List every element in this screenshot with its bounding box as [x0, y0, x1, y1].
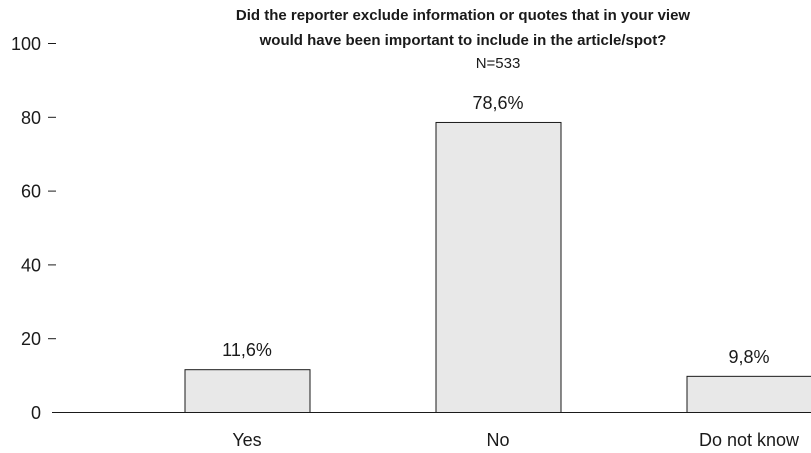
y-axis: 0 20 40 60 80 100	[11, 34, 56, 423]
y-tick-label: 20	[21, 329, 41, 349]
value-label-do-not-know: 9,8%	[728, 347, 769, 367]
x-category-label-do-not-know: Do not know	[699, 430, 800, 450]
y-tick-label: 60	[21, 182, 41, 202]
chart-title: Did the reporter exclude information or …	[236, 7, 691, 49]
bars-group	[184, 121, 811, 414]
chart-title-line-1: Did the reporter exclude information or …	[236, 7, 691, 24]
value-label-no: 78,6%	[472, 93, 523, 113]
bar-do-not-know	[686, 375, 811, 414]
value-label-yes: 11,6%	[222, 340, 272, 360]
chart-title-line-2: would have been important to include in …	[259, 32, 667, 49]
category-labels-group: Yes No Do not know	[232, 430, 800, 450]
bar-no	[435, 121, 562, 413]
x-category-label-no: No	[486, 430, 509, 450]
y-tick-label: 40	[21, 255, 41, 275]
chart-subtitle: N=533	[476, 55, 521, 72]
y-tick-label: 80	[21, 108, 41, 128]
y-tick-label: 100	[11, 34, 41, 54]
value-labels-group: 11,6% 78,6% 9,8%	[222, 93, 769, 367]
x-category-label-yes: Yes	[232, 430, 261, 450]
y-tick-label: 0	[31, 403, 41, 423]
bar-yes	[184, 369, 311, 414]
